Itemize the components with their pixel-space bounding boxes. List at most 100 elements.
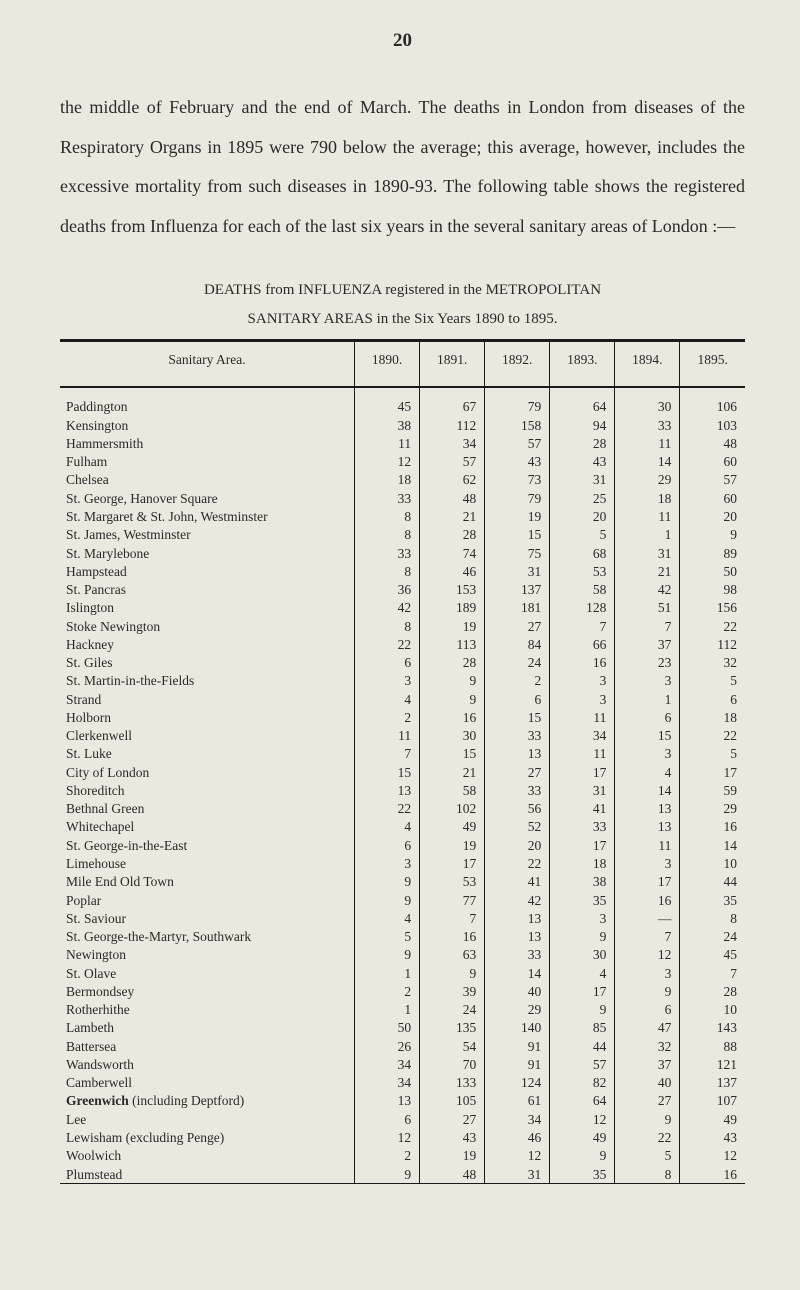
value-cell: 17 — [615, 873, 680, 891]
value-cell: 15 — [355, 763, 420, 781]
table-row: St. James, Westminster82815519 — [60, 526, 745, 544]
value-cell: 3 — [615, 672, 680, 690]
table-row: St. Luke715131135 — [60, 745, 745, 763]
area-cell: Stoke Newington — [60, 617, 355, 635]
value-cell: 45 — [355, 387, 420, 416]
value-cell: 4 — [550, 964, 615, 982]
value-cell: 11 — [550, 708, 615, 726]
value-cell: 58 — [550, 581, 615, 599]
value-cell: 135 — [420, 1019, 485, 1037]
value-cell: 48 — [420, 489, 485, 507]
value-cell: 13 — [355, 781, 420, 799]
value-cell: 17 — [550, 763, 615, 781]
value-cell: 42 — [355, 599, 420, 617]
value-cell: 18 — [355, 471, 420, 489]
value-cell: 7 — [680, 964, 745, 982]
value-cell: 7 — [615, 928, 680, 946]
area-cell: St. George-in-the-East — [60, 836, 355, 854]
table-row: Bethnal Green2210256411329 — [60, 800, 745, 818]
table-row: Whitechapel44952331316 — [60, 818, 745, 836]
value-cell: 35 — [680, 891, 745, 909]
value-cell: 60 — [680, 489, 745, 507]
value-cell: 16 — [420, 928, 485, 946]
table-row: Limehouse3172218310 — [60, 855, 745, 873]
value-cell: 31 — [550, 781, 615, 799]
area-cell: Battersea — [60, 1037, 355, 1055]
value-cell: 6 — [355, 1110, 420, 1128]
value-cell: 7 — [355, 745, 420, 763]
value-cell: 1 — [355, 1001, 420, 1019]
value-cell: 30 — [420, 727, 485, 745]
table-header-row: Sanitary Area. 1890. 1891. 1892. 1893. 1… — [60, 342, 745, 387]
value-cell: 5 — [615, 1147, 680, 1165]
value-cell: 7 — [420, 909, 485, 927]
value-cell: 57 — [485, 434, 550, 452]
value-cell: 28 — [420, 526, 485, 544]
table-row: Bermondsey2394017928 — [60, 982, 745, 1000]
value-cell: 112 — [680, 635, 745, 653]
table-title: DEATHS from INFLUENZA registered in the … — [60, 276, 745, 333]
header-1894: 1894. — [615, 342, 680, 387]
value-cell: 13 — [615, 800, 680, 818]
value-cell: 66 — [550, 635, 615, 653]
value-cell: 73 — [485, 471, 550, 489]
table-row: Lee6273412949 — [60, 1110, 745, 1128]
value-cell: 16 — [680, 818, 745, 836]
value-cell: 15 — [485, 708, 550, 726]
value-cell: 24 — [420, 1001, 485, 1019]
value-cell: 34 — [550, 727, 615, 745]
table-row: City of London15212717417 — [60, 763, 745, 781]
value-cell: 6 — [615, 1001, 680, 1019]
value-cell: 17 — [420, 855, 485, 873]
table-row: St. Margaret & St. John, Westminster8211… — [60, 507, 745, 525]
table-row: St. Pancras36153137584298 — [60, 581, 745, 599]
table-row: Clerkenwell113033341522 — [60, 727, 745, 745]
value-cell: 140 — [485, 1019, 550, 1037]
value-cell: 153 — [420, 581, 485, 599]
value-cell: 3 — [355, 855, 420, 873]
value-cell: 26 — [355, 1037, 420, 1055]
value-cell: 16 — [550, 654, 615, 672]
value-cell: 9 — [355, 946, 420, 964]
value-cell: 68 — [550, 544, 615, 562]
area-cell: Mile End Old Town — [60, 873, 355, 891]
value-cell: 77 — [420, 891, 485, 909]
value-cell: 143 — [680, 1019, 745, 1037]
table-row: Newington96333301245 — [60, 946, 745, 964]
value-cell: 57 — [420, 453, 485, 471]
value-cell: 3 — [615, 964, 680, 982]
value-cell: 62 — [420, 471, 485, 489]
value-cell: 106 — [680, 387, 745, 416]
value-cell: 63 — [420, 946, 485, 964]
value-cell: 11 — [615, 434, 680, 452]
header-1895: 1895. — [680, 342, 745, 387]
table-row: St. George-in-the-East61920171114 — [60, 836, 745, 854]
value-cell: 1 — [355, 964, 420, 982]
value-cell: 12 — [485, 1147, 550, 1165]
influenza-table: Sanitary Area. 1890. 1891. 1892. 1893. 1… — [60, 342, 745, 1183]
table-row: Hackney22113846637112 — [60, 635, 745, 653]
table-row: Hammersmith113457281148 — [60, 434, 745, 452]
value-cell: 113 — [420, 635, 485, 653]
value-cell: 23 — [615, 654, 680, 672]
document-page: 20 the middle of February and the end of… — [0, 0, 800, 1224]
value-cell: 67 — [420, 387, 485, 416]
area-cell: Greenwich (including Deptford) — [60, 1092, 355, 1110]
value-cell: 105 — [420, 1092, 485, 1110]
table-row: Lambeth501351408547143 — [60, 1019, 745, 1037]
table-row: Shoreditch135833311459 — [60, 781, 745, 799]
value-cell: 64 — [550, 1092, 615, 1110]
value-cell: 13 — [485, 745, 550, 763]
value-cell: 40 — [615, 1074, 680, 1092]
page-number: 20 — [60, 30, 745, 52]
value-cell: 37 — [615, 1055, 680, 1073]
value-cell: 13 — [485, 909, 550, 927]
table-row: Woolwich219129512 — [60, 1147, 745, 1165]
value-cell: 19 — [420, 617, 485, 635]
value-cell: 28 — [420, 654, 485, 672]
value-cell: 70 — [420, 1055, 485, 1073]
value-cell: 22 — [680, 727, 745, 745]
value-cell: 74 — [420, 544, 485, 562]
value-cell: 33 — [550, 818, 615, 836]
header-1893: 1893. — [550, 342, 615, 387]
